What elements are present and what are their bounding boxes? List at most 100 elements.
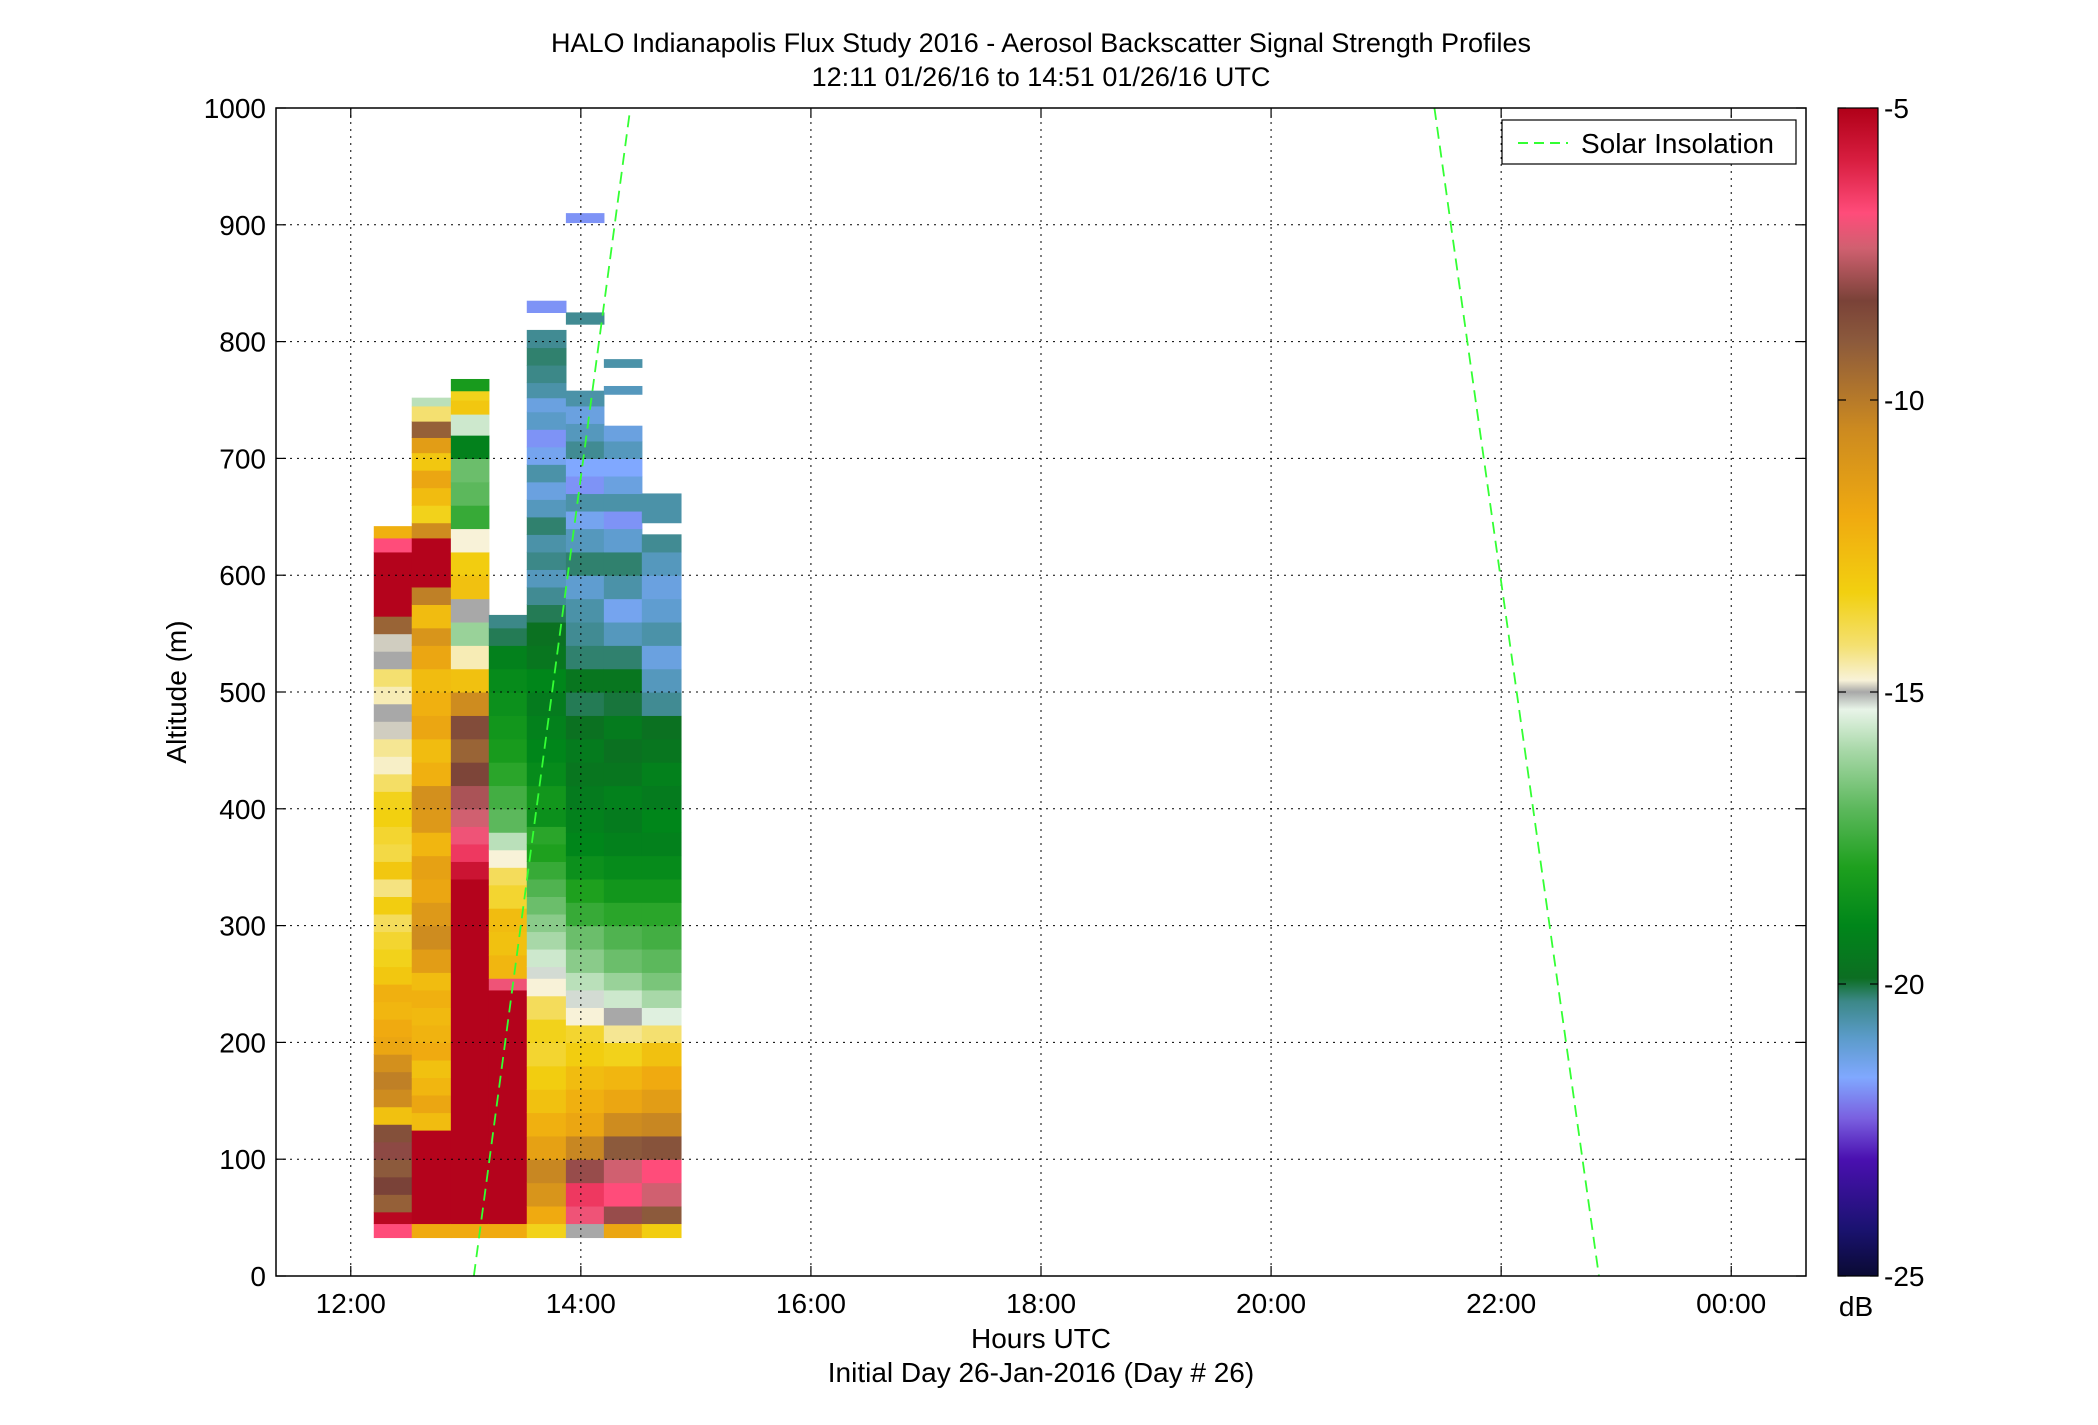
heatmap-cell-p4-b15 (526, 913, 567, 933)
colorbar-tick-label: -10 (1884, 385, 1924, 416)
colorbar-tick-label: -15 (1884, 677, 1924, 708)
heatmap-cell-p1-b8 (411, 1007, 452, 1026)
heatmap-cell-p5-b5 (565, 1112, 605, 1137)
heatmap-cell-p4-b35 (526, 516, 567, 535)
heatmap-cell-p3-b14 (488, 715, 528, 740)
heatmap-cell-p6-b26 (603, 645, 643, 670)
heatmap-cell-p7-b5 (641, 1112, 682, 1137)
heatmap-cell-p4-b18 (526, 861, 567, 880)
heatmap-cell-p0-b26 (373, 773, 413, 792)
heatmap-cell-p3-b5 (488, 908, 528, 933)
heatmap-cell-p7-b26 (641, 645, 682, 670)
heatmap-cell-p7-b24 (641, 692, 682, 716)
heatmap-cell-p2-b15 (450, 575, 490, 600)
heatmap-cell-p5-b0 (565, 1223, 605, 1239)
heatmap-cell-p6-b21 (603, 762, 643, 787)
heatmap-cell-p1-b1 (411, 1130, 452, 1225)
heatmap-cell-p5-b17 (565, 855, 605, 880)
heatmap-cell-p7-b14 (641, 925, 682, 950)
heatmap-cell-p0-b34 (373, 633, 413, 652)
heatmap-cell-p5-b9 (565, 1024, 605, 1043)
heatmap-cell-p0-b37 (373, 537, 413, 553)
heatmap-cell-p0-b0 (373, 1223, 413, 1239)
heatmap-cell-p0-b4 (373, 1159, 413, 1178)
heatmap-cell-p0-b20 (373, 878, 413, 897)
heatmap-cell-p3-b1 (488, 989, 528, 1225)
y-tick-label: 400 (219, 794, 266, 825)
heatmap-cell-p0-b12 (373, 1019, 413, 1038)
heatmap-cell-p2-b22 (450, 414, 490, 436)
y-tick-label: 800 (219, 327, 266, 358)
heatmap-cell-p7-b2 (641, 1182, 682, 1207)
heatmap-cell-p7-b13 (641, 948, 682, 973)
heatmap-cell-p0-b10 (373, 1054, 413, 1073)
heatmap-cell-p3-b15 (488, 692, 528, 716)
heatmap-cell-p6-b38 (603, 385, 643, 395)
heatmap-cell-p5-b15 (565, 902, 605, 927)
heatmap-cell-p2-b10 (450, 692, 490, 716)
heatmap-cell-p6-b35 (603, 458, 643, 477)
heatmap-cell-p2-b9 (450, 715, 490, 740)
heatmap-cell-p4-b1 (526, 1205, 567, 1225)
heatmap-cell-p4-b44 (526, 364, 567, 384)
heatmap-cell-p5-b27 (565, 621, 605, 646)
heatmap-cell-p5-b6 (565, 1089, 605, 1114)
heatmap-cell-p0-b28 (373, 738, 413, 757)
heatmap-cell-p1-b15 (411, 855, 452, 880)
heatmap-cell-p1-b10 (411, 972, 452, 991)
y-tick-label: 200 (219, 1027, 266, 1058)
heatmap-cells (373, 213, 682, 1239)
heatmap-cell-p4-b4 (526, 1135, 567, 1160)
heatmap-cell-p3-b6 (488, 884, 528, 909)
solar-insolation-lines (472, 108, 1600, 1276)
heatmap-cell-p5-b25 (565, 668, 605, 693)
heatmap-cell-p5-b41 (565, 213, 605, 224)
heatmap-cell-p4-b29 (526, 621, 567, 646)
heatmap-cell-p0-b25 (373, 791, 413, 810)
heatmap-cell-p2-b6 (450, 785, 490, 810)
heatmap-cell-p4-b22 (526, 785, 567, 810)
solar-insolation-line-0 (472, 108, 632, 1276)
heatmap-cell-p6-b5 (603, 1112, 643, 1137)
y-ticks: 0 100 200 300 400 500 600 700 800 900 1000 (204, 93, 1806, 1292)
heatmap-cell-p0-b7 (373, 1106, 413, 1125)
y-tick-label: 500 (219, 677, 266, 708)
heatmap-cell-p7-b8 (641, 1042, 682, 1067)
heatmap-cell-p4-b39 (526, 446, 567, 465)
heatmap-cell-p1-b30 (411, 505, 452, 524)
heatmap-cell-p4-b31 (526, 586, 567, 605)
heatmap-cell-p2-b24 (450, 390, 490, 401)
heatmap-cell-p5-b1 (565, 1205, 605, 1225)
heatmap-cell-p1-b4 (411, 1077, 452, 1096)
heatmap-cell-p6-b16 (603, 878, 643, 903)
heatmap-cell-p4-b42 (526, 397, 567, 413)
colorbar-ticks: -5 -10 -15 -20 -25 (1838, 93, 1924, 1292)
x-axis-label: Hours UTC (971, 1323, 1111, 1354)
heatmap-cell-p0-b6 (373, 1124, 413, 1143)
y-tick-label: 100 (219, 1144, 266, 1175)
heatmap-cell-p7-b32 (641, 493, 682, 524)
heatmap-cell-p5-b7 (565, 1065, 605, 1090)
heatmap-cell-p5-b40 (565, 312, 605, 325)
heatmap-cell-p1-b13 (411, 902, 452, 927)
heatmap-cell-p1-b26 (411, 604, 452, 629)
heatmap-cell-p5-b22 (565, 738, 605, 763)
x-tick-label: 20:00 (1236, 1288, 1306, 1319)
heatmap-cell-p5-b19 (565, 808, 605, 833)
heatmap-cell-p3-b12 (488, 762, 528, 787)
heatmap-cell-p4-b17 (526, 878, 567, 897)
heatmap-cell-p1-b29 (411, 522, 452, 539)
heatmap-cell-p6-b12 (603, 972, 643, 991)
heatmap-cell-p0-b17 (373, 931, 413, 950)
heatmap-cell-p6-b11 (603, 989, 643, 1008)
colorbar-label: dB (1839, 1291, 1873, 1322)
heatmap-cell-p2-b16 (450, 551, 490, 576)
heatmap-cell-p3-b9 (488, 832, 528, 851)
heatmap-cell-p7-b3 (641, 1159, 682, 1184)
heatmap-cell-p4-b34 (526, 534, 567, 553)
heatmap-cell-p5-b11 (565, 989, 605, 1008)
heatmap-cell-p2-b13 (450, 621, 490, 646)
heatmap-cell-p4-b11 (526, 978, 567, 997)
heatmap-cell-p4-b10 (526, 995, 567, 1020)
y-tick-label: 0 (250, 1261, 266, 1292)
